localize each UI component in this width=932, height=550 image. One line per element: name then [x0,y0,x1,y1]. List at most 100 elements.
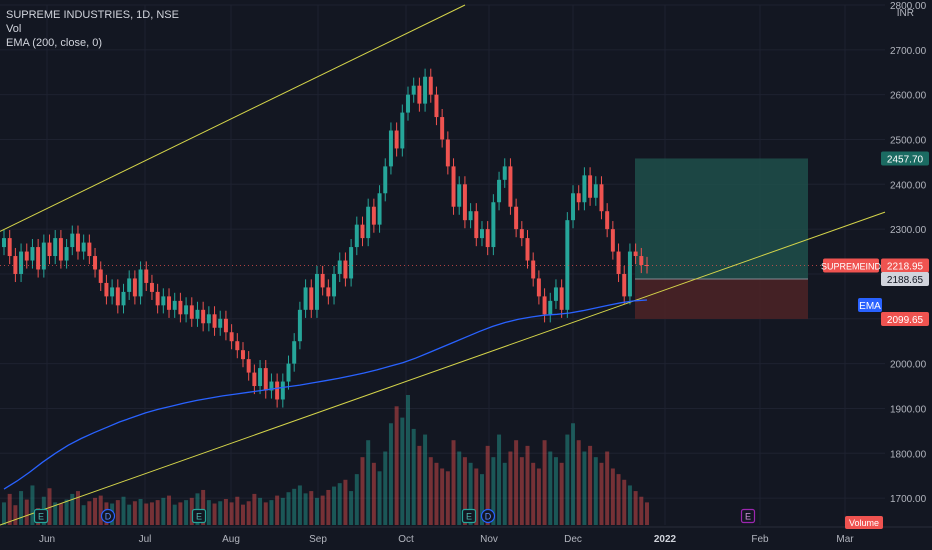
candle-body [110,287,115,297]
candle-body [417,85,422,104]
price-label-box [881,258,929,273]
candle-body [479,229,484,239]
candle-body [599,184,604,212]
candle-body [223,318,228,333]
candle-body [269,381,274,391]
price-label-ema: EMA [859,301,881,312]
volume-bar [326,489,331,525]
candle-body [195,309,200,319]
vol-indicator-label[interactable]: Vol [6,23,22,35]
volume-bar [360,457,365,525]
y-tick-label: 1700.00 [890,494,927,505]
x-tick-label: Sep [309,534,327,545]
volume-bar [206,500,211,525]
volume-bar [497,434,502,525]
y-tick-label: 2300.00 [890,225,927,236]
volume-bar [201,489,206,525]
candle-body [252,372,257,387]
volume-bar [468,462,473,525]
candle-body [343,260,348,279]
candle-body [645,265,649,266]
candle-body [332,273,337,297]
candle-body [275,381,280,400]
volume-bar [235,496,240,525]
ema-indicator-label[interactable]: EMA (200, close, 0) [6,37,102,49]
volume-bar [167,495,172,525]
volume-bar [87,501,92,525]
volume-bar [645,502,649,525]
volume-bar [502,462,507,525]
volume-bar [440,468,445,525]
event-marker-label: E [196,512,202,522]
symbol-title[interactable]: SUPREME INDUSTRIES, 1D, NSE [6,9,179,21]
volume-bar [229,502,234,525]
volume-bar [514,440,519,525]
time-axis[interactable]: Jun Jul Aug Sep Oct Nov Dec 2022 Feb Mar [0,526,932,545]
price-label-box [881,151,929,166]
candle-body [36,247,41,270]
candle-body [41,242,46,270]
price-label-last: 2218.95 [887,261,924,272]
earnings-marker [33,508,49,524]
candle-body [326,287,331,297]
candle-body [616,251,621,274]
price-axis[interactable]: 1700.001800.001900.002000.002100.002200.… [890,1,927,505]
volume-bar [411,428,416,525]
volume-bar [406,395,411,525]
y-tick-label: 1800.00 [890,449,927,460]
volume-bar [462,457,467,525]
candle-body [349,247,354,279]
volume-bar [246,501,251,525]
volume-bar [343,479,348,525]
volume-bar [576,440,581,525]
volume-bar [588,445,593,525]
trendlines[interactable] [0,4,886,526]
currency-label: INR [896,8,914,19]
candle-body [627,251,632,297]
candle-body [462,184,467,221]
candle-body [497,179,502,203]
volume-bar [263,502,268,525]
volume-bar [445,471,450,525]
price-label-stop: 2099.65 [887,315,924,326]
volume-bar [548,451,553,525]
candle-body [13,256,18,274]
volume-bar [371,462,376,525]
volume-bars [2,395,649,525]
volume-bar [536,468,541,525]
volume-bar [337,483,342,525]
candle-body [189,305,194,319]
event-marker-label: E [745,512,751,522]
candle-body [87,242,92,257]
candle-body [491,202,496,248]
candle-body [542,296,547,315]
candle-body [411,85,416,95]
candle-body [93,256,98,270]
x-tick-label: 2022 [654,534,677,545]
candle-body [514,206,519,230]
risk-reward-zones[interactable] [635,158,808,319]
volume-bar [571,423,576,525]
candle-body [206,314,211,324]
candle-body [320,273,325,288]
candle-body [161,296,166,306]
volume-bar [479,474,484,525]
candle-body [127,278,132,292]
volume-bar [212,503,217,525]
volume-bar [189,497,194,525]
candle-body [172,300,177,310]
volume-bar [144,503,149,525]
candle-body [502,166,507,180]
volume-bar [121,496,126,525]
candle-body [121,291,126,306]
candle-body [229,332,234,342]
volume-bar [434,462,439,525]
y-tick-label: 1900.00 [890,404,927,415]
upcoming-earnings-marker [740,508,756,524]
volume-bar [366,440,371,525]
symbol-tag-box [823,258,879,273]
candle-body [132,278,137,297]
candle-body [622,273,627,297]
